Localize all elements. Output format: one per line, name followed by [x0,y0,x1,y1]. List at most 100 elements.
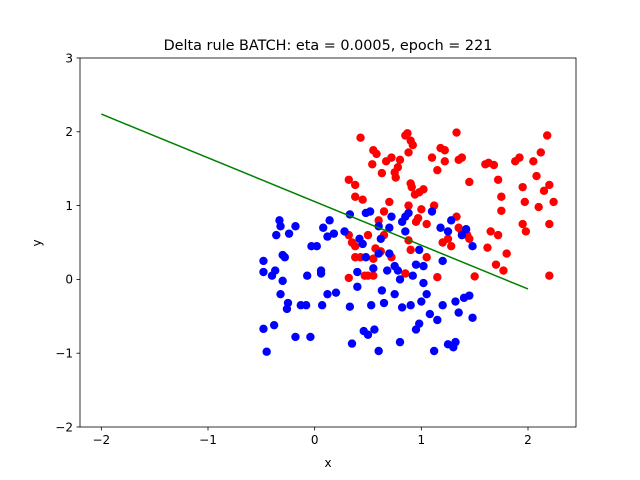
scatter-point-series-1 [395,275,405,284]
scatter-point-series-1 [278,276,287,286]
scatter-point-series-1 [427,207,437,216]
scatter-point-series-1 [433,315,442,325]
scatter-point-series-0 [545,180,554,190]
scatter-point-series-1 [408,271,417,280]
scatter-point-series-0 [422,253,431,262]
scatter-point-series-0 [351,192,360,201]
scatter-point-series-1 [465,291,474,300]
scatter-point-series-1 [404,208,413,218]
scatter-point-series-0 [438,238,447,247]
scatter-point-series-1 [365,207,375,216]
scatter-point-series-1 [284,229,294,238]
y-tick-label: −2 [55,420,73,434]
scatter-point-series-0 [351,180,360,190]
scatter-point-series-0 [447,241,456,251]
scatter-point-series-1 [316,269,326,278]
scatter-point-series-0 [497,206,506,215]
scatter-point-series-0 [417,205,426,214]
scatter-point-series-0 [368,160,377,169]
scatter-point-series-0 [440,146,449,155]
scatter-point-series-0 [534,202,543,212]
scatter-point-series-0 [549,197,558,207]
scatter-point-series-0 [393,163,403,172]
scatter-point-series-0 [489,160,499,170]
y-tick-label: 0 [65,273,73,287]
scatter-point-series-0 [454,223,463,232]
scatter-point-series-1 [272,230,281,240]
scatter-point-series-0 [499,266,508,275]
scatter-point-series-1 [291,332,300,342]
x-axis-label: x [324,456,331,470]
scatter-point-series-1 [461,225,471,234]
scatter-point-series-1 [451,297,460,306]
scatter-point-series-1 [401,227,410,236]
scatter-point-series-1 [329,229,339,238]
scatter-point-series-0 [406,245,415,255]
scatter-point-series-0 [515,153,524,162]
scatter-point-series-1 [282,304,292,314]
scatter-point-series-1 [353,267,362,277]
scatter-point-series-1 [262,347,271,356]
scatter-point-series-1 [447,216,456,225]
scatter-point-series-1 [443,227,453,236]
x-tick-label: 2 [524,433,532,447]
x-tick-label: −2 [92,433,110,447]
scatter-point-series-1 [367,301,376,310]
scatter-point-series-1 [353,282,362,291]
scatter-point-series-1 [419,278,428,288]
scatter-point-series-1 [397,303,407,312]
scatter-point-series-0 [457,153,467,162]
scatter-point-series-1 [358,239,367,249]
axes-frame [79,57,577,428]
scatter-point-series-0 [369,254,378,263]
scatter-point-series-1 [436,223,445,232]
scatter-point-series-0 [486,227,495,236]
scatter-point-series-0 [539,186,549,196]
y-tick-label: 2 [65,125,73,139]
scatter-point-series-1 [303,271,312,280]
scatter-point-series-1 [376,234,385,244]
scatter-point-series-0 [379,207,389,216]
scatter-point-series-1 [468,313,477,322]
scatter-point-series-1 [454,308,463,317]
scatter-point-series-0 [360,271,369,280]
scatter-point-series-0 [387,153,396,162]
scatter-point-series-0 [465,177,474,187]
scatter-points [259,128,558,356]
decision-boundary-lines [101,113,529,290]
scatter-point-series-1 [385,249,394,258]
scatter-point-series-1 [451,337,460,347]
scatter-point-series-1 [457,230,467,240]
x-tick-label: −1 [199,433,217,447]
scatter-point-series-1 [374,346,383,356]
scatter-point-series-0 [403,129,412,138]
scatter-point-series-0 [502,249,511,258]
scatter-point-series-1 [415,245,424,255]
scatter-point-series-0 [422,219,431,229]
scatter-point-series-1 [387,212,396,221]
scatter-point-series-1 [276,222,285,231]
scatter-point-series-1 [383,266,392,275]
scatter-point-series-0 [351,241,360,251]
scatter-point-series-0 [440,157,449,166]
scatter-point-series-0 [401,269,410,278]
scatter-point-series-0 [391,173,400,182]
scatter-point-series-0 [356,133,365,142]
scatter-point-series-1 [345,302,355,311]
scatter-point-series-0 [483,243,492,252]
scatter-point-series-1 [291,222,300,231]
scatter-point-series-0 [521,227,531,236]
y-tick-label: 3 [65,51,73,65]
scatter-point-series-1 [438,256,447,266]
scatter-point-series-1 [374,249,383,258]
scatter-point-series-0 [344,273,353,283]
scatter-point-series-0 [374,216,383,225]
scatter-point-series-1 [377,286,387,295]
chart-title: Delta rule BATCH: eta = 0.0005, epoch = … [164,38,493,54]
scatter-point-series-0 [395,155,405,165]
scatter-point-series-1 [390,289,399,299]
scatter-point-series-0 [433,165,442,175]
scatter-point-series-1 [379,298,389,308]
scatter-point-series-1 [385,223,394,232]
